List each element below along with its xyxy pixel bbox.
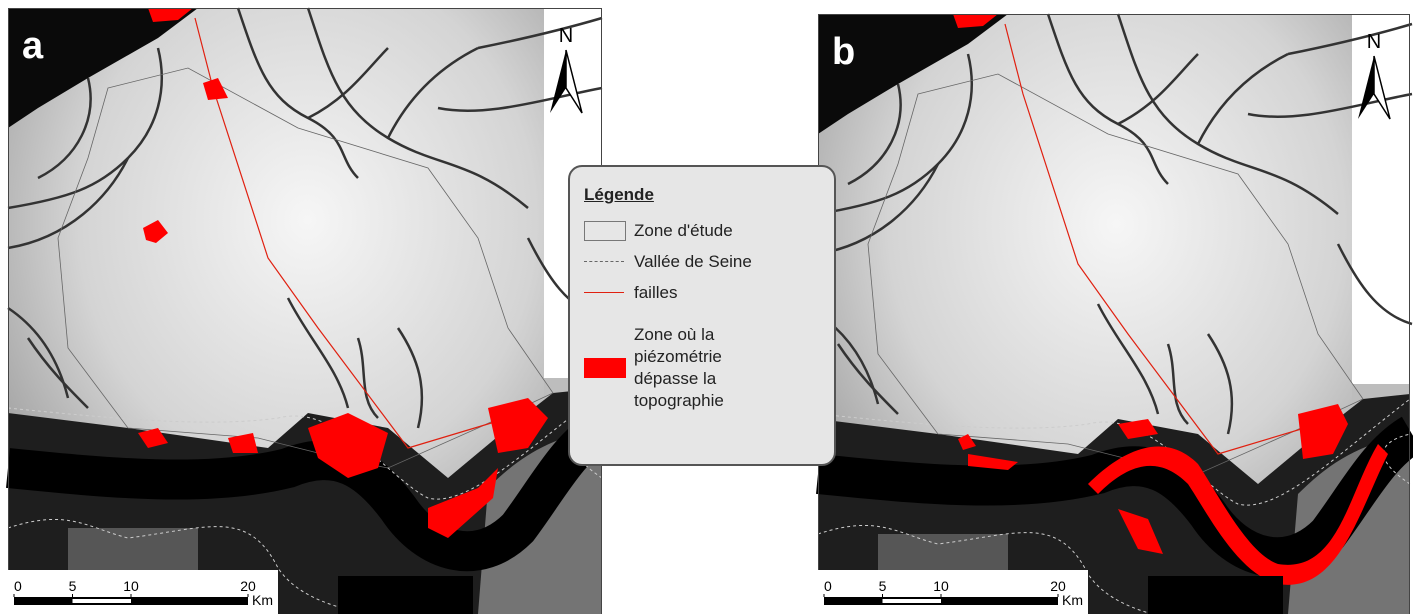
scale-bar — [73, 599, 132, 603]
scale-unit: Km — [1062, 592, 1083, 608]
north-area — [1352, 14, 1410, 384]
scale-label: 5 — [879, 578, 887, 594]
legend-item: Zone où la piézométrie dépasse la topogr… — [584, 324, 820, 412]
legend-item: Zone d'étude — [584, 215, 820, 246]
scale-bar — [883, 599, 942, 603]
figure: aN051020KmbN051020Km Légende Zone d'étud… — [0, 0, 1413, 614]
scale-label: 5 — [69, 578, 77, 594]
legend-label: Zone où la piézométrie dépasse la topogr… — [634, 324, 764, 412]
legend-label: failles — [634, 283, 677, 303]
scale-box — [818, 570, 1088, 614]
legend: Légende Zone d'étude Vallée de Seine fai… — [568, 165, 836, 466]
scale-label: 0 — [14, 578, 22, 594]
legend-item: failles — [584, 277, 820, 308]
panel-label: b — [832, 31, 855, 73]
legend-item: Vallée de Seine — [584, 246, 820, 277]
black-box — [338, 576, 473, 614]
scale-label: 0 — [824, 578, 832, 594]
black-box — [1148, 576, 1283, 614]
north-label: N — [1367, 31, 1381, 53]
legend-label: Zone d'étude — [634, 221, 733, 241]
scale-label: 10 — [933, 578, 949, 594]
north-label: N — [559, 25, 573, 47]
panel-label: a — [22, 25, 44, 67]
legend-title: Légende — [584, 185, 820, 205]
scale-unit: Km — [252, 592, 273, 608]
scale-label: 10 — [123, 578, 139, 594]
legend-label: Vallée de Seine — [634, 252, 752, 272]
scale-box — [8, 570, 278, 614]
